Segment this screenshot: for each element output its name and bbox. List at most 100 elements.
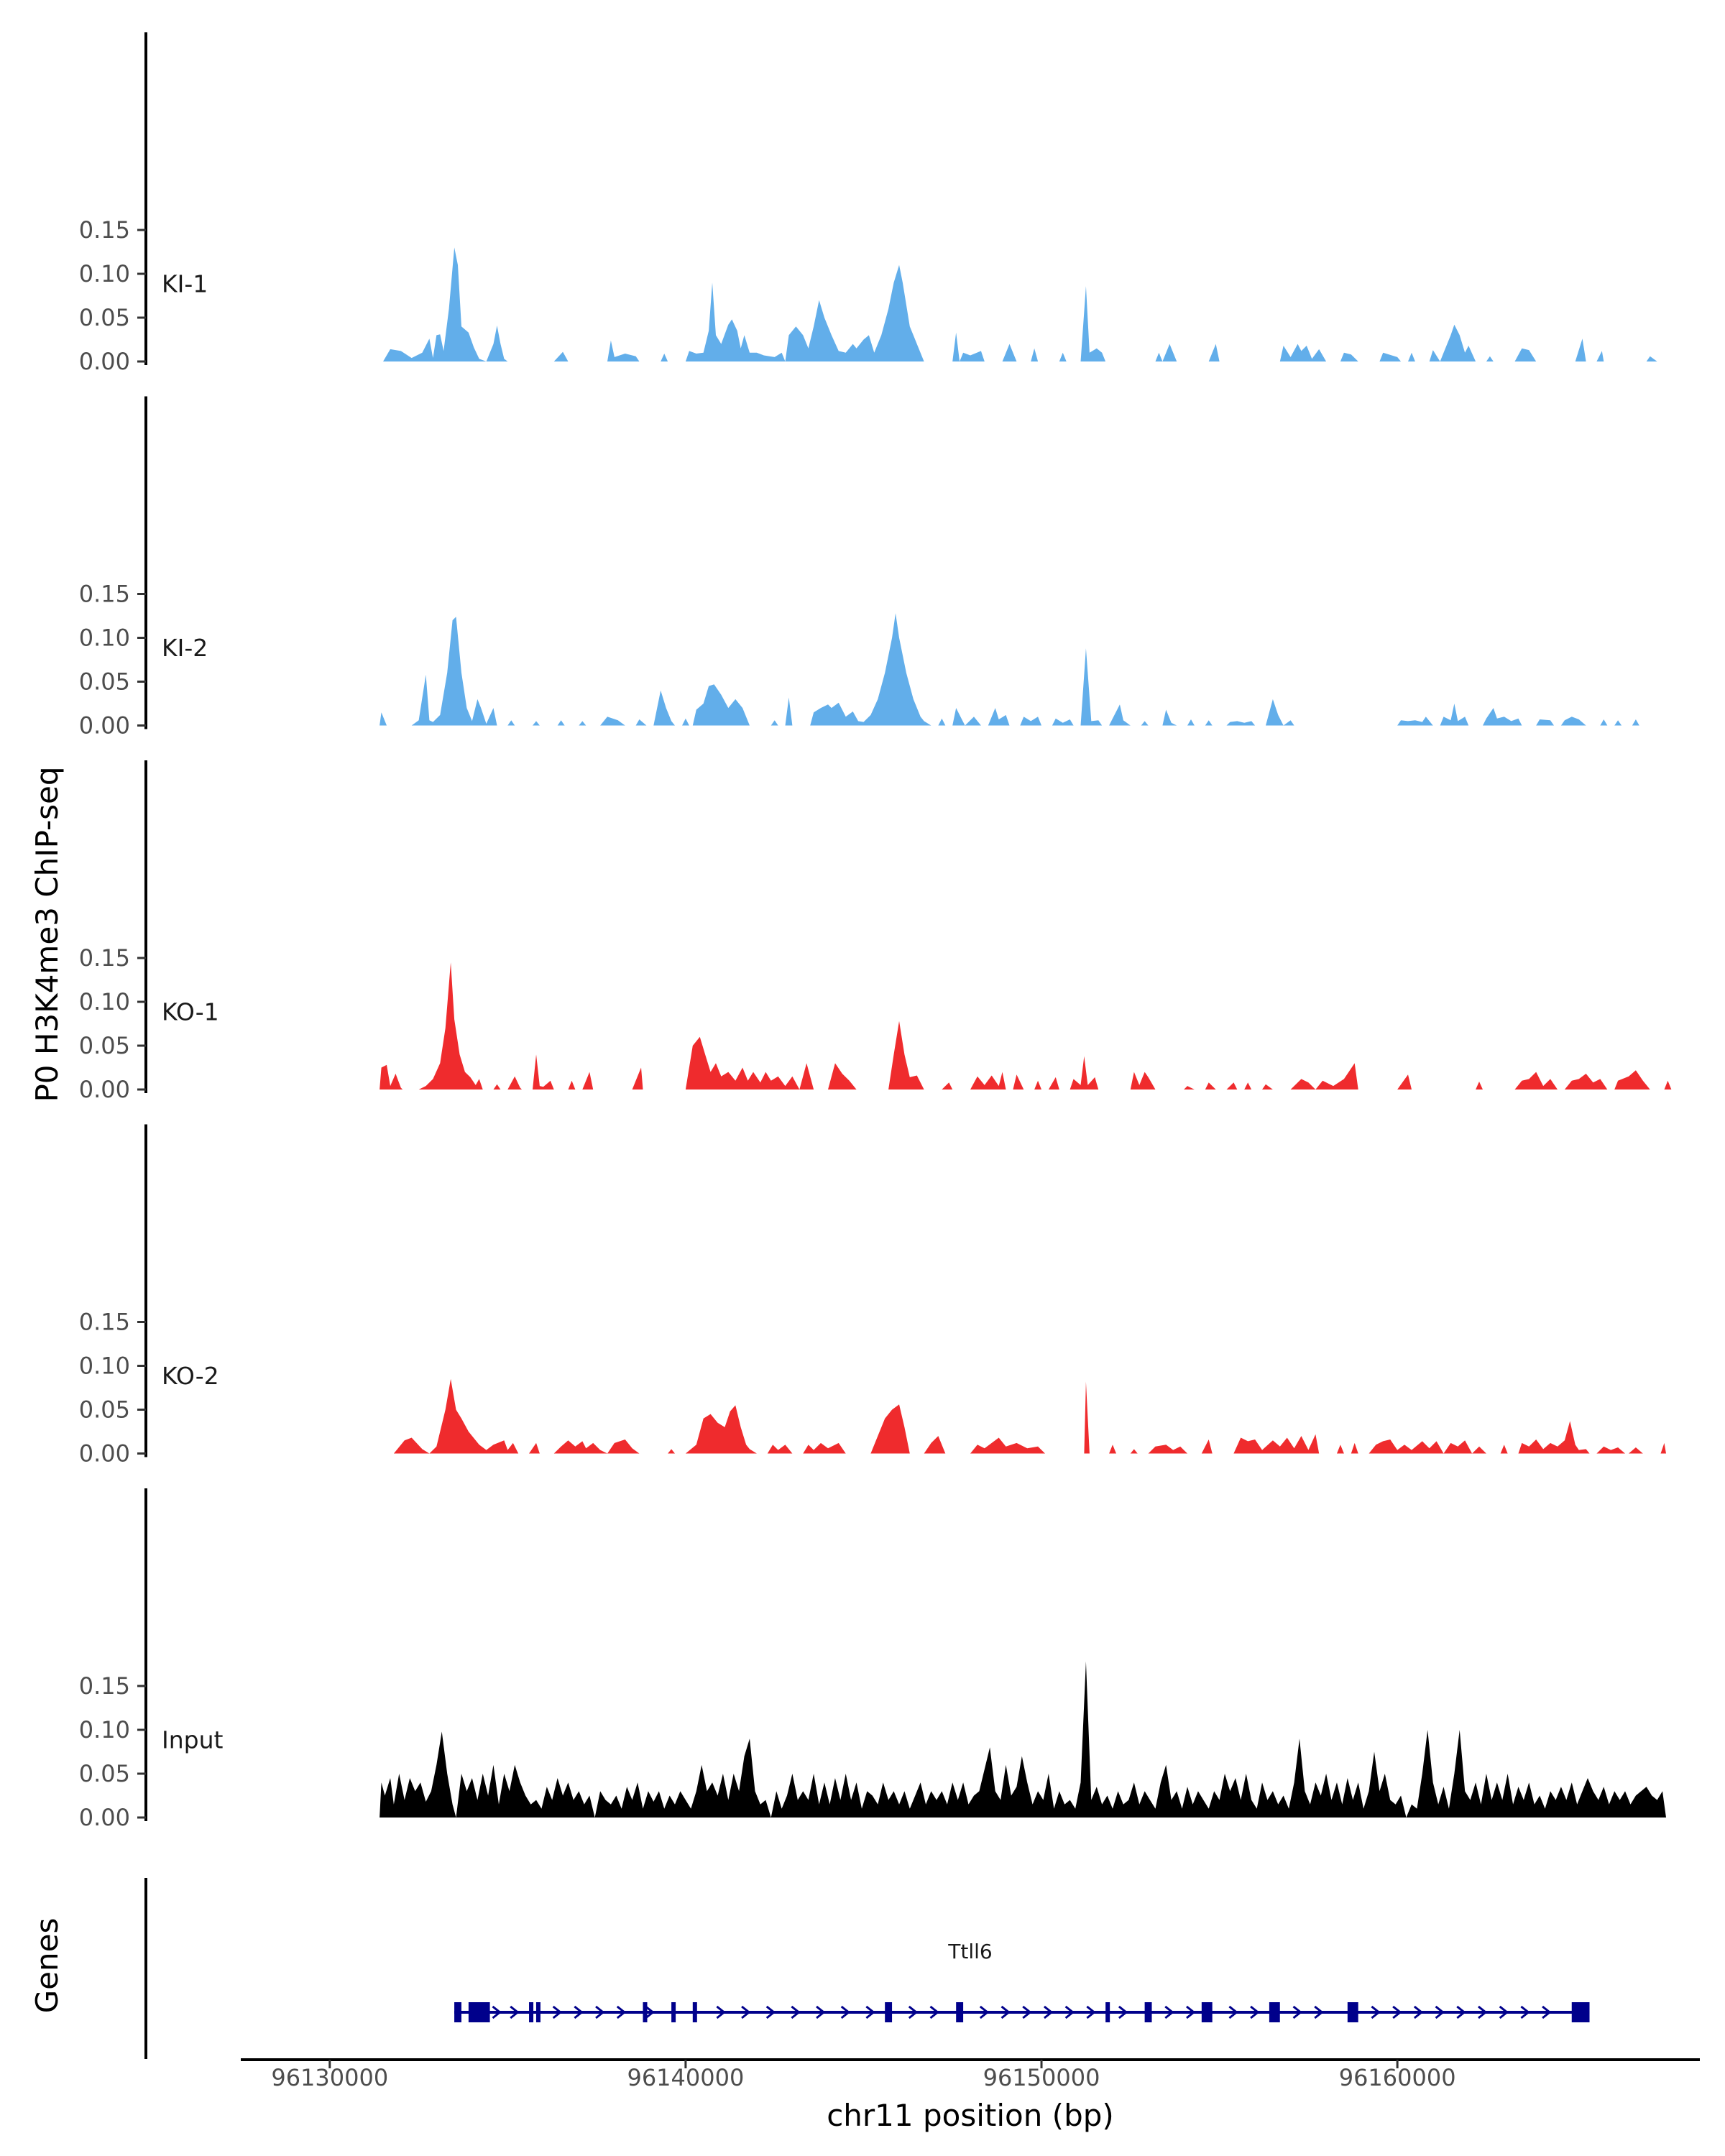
- strand-arrow: [616, 2005, 627, 2019]
- track-input: 0.00 0.05 0.10 0.15 Input: [79, 1488, 1666, 1831]
- y-tick-label: 0.15: [79, 944, 130, 972]
- track-ko-1: 0.00 0.05 0.10 0.15 KO-1: [79, 760, 1672, 1103]
- strand-arrow: [865, 2005, 875, 2019]
- gene-exon: [535, 2002, 540, 2022]
- y-tick-label: 0.05: [79, 304, 130, 331]
- y-tick-label: 0.10: [79, 260, 130, 287]
- y-axis-title: P0 H3K4me3 ChIP-seq: [29, 766, 65, 1102]
- signal-area-ko-1: [380, 962, 1672, 1089]
- y-tick-label: 0.10: [79, 1716, 130, 1743]
- y-tick-label: 0.00: [79, 1076, 130, 1103]
- strand-arrow: [1086, 2005, 1096, 2019]
- strand-arrow: [1520, 2005, 1530, 2019]
- strand-arrow: [1435, 2005, 1445, 2019]
- strand-arrow: [791, 2005, 801, 2019]
- strand-arrow: [1314, 2005, 1324, 2019]
- strand-arrow: [595, 2005, 605, 2019]
- y-tick-label: 0.15: [79, 216, 130, 244]
- gene-exon: [671, 2002, 676, 2022]
- strand-arrow: [929, 2005, 939, 2019]
- strand-arrow: [1250, 2005, 1260, 2019]
- signal-area-input: [380, 1661, 1666, 1818]
- y-tick-label: 0.00: [79, 348, 130, 375]
- gene-exon: [1347, 2002, 1358, 2022]
- genes-panel: Genes Ttll6: [29, 1878, 1590, 2059]
- track-ki-2: 0.00 0.05 0.10 0.15 KI-2: [79, 396, 1639, 740]
- y-tick-label: 0.05: [79, 1032, 130, 1059]
- gene-exon: [529, 2002, 534, 2022]
- strand-arrow: [1000, 2005, 1011, 2019]
- strand-arrow: [979, 2005, 990, 2019]
- strand-arrow: [1542, 2005, 1552, 2019]
- strand-arrow: [1292, 2005, 1302, 2019]
- y-tick-label: 0.00: [79, 1804, 130, 1831]
- strand-arrow: [1392, 2005, 1402, 2019]
- y-tick-label: 0.00: [79, 1440, 130, 1468]
- y-tick-label: 0.10: [79, 1353, 130, 1380]
- y-tick-label: 0.15: [79, 1672, 130, 1700]
- track-label: KO-2: [162, 1362, 219, 1390]
- signal-area-ki-1: [383, 247, 1657, 361]
- strand-arrow: [645, 2005, 655, 2019]
- track-ko-2: 0.00 0.05 0.10 0.15 KO-2: [79, 1124, 1666, 1468]
- strand-arrow: [1164, 2005, 1174, 2019]
- track-ki-1: 0.00 0.05 0.10 0.15 KI-1: [79, 32, 1657, 375]
- strand-arrow: [1499, 2005, 1509, 2019]
- genes-track-label: Genes: [29, 1918, 65, 2014]
- strand-arrow: [1413, 2005, 1424, 2019]
- strand-arrow: [1043, 2005, 1054, 2019]
- gene-exon: [1105, 2002, 1110, 2022]
- strand-arrow: [1456, 2005, 1466, 2019]
- strand-arrow: [510, 2005, 520, 2019]
- strand-arrow: [716, 2005, 726, 2019]
- gene-exon: [885, 2002, 893, 2022]
- gene-name-label: Ttll6: [947, 1940, 992, 1963]
- strand-arrow: [840, 2005, 851, 2019]
- x-tick-label: 96150000: [983, 2064, 1100, 2091]
- y-tick-label: 0.10: [79, 625, 130, 652]
- track-label: Input: [162, 1726, 224, 1754]
- x-tick-label: 96160000: [1339, 2064, 1456, 2091]
- strand-arrow: [574, 2005, 584, 2019]
- y-tick-label: 0.15: [79, 1309, 130, 1336]
- y-tick-label: 0.00: [79, 712, 130, 740]
- track-label: KO-1: [162, 998, 219, 1026]
- y-tick-label: 0.15: [79, 581, 130, 608]
- gene-exon: [1269, 2002, 1280, 2022]
- gene-exon: [454, 2002, 461, 2022]
- strand-arrow: [492, 2005, 502, 2019]
- strand-arrow: [765, 2005, 776, 2019]
- strand-arrow: [1118, 2005, 1128, 2019]
- x-tick-label: 96130000: [271, 2064, 388, 2091]
- strand-arrow: [1478, 2005, 1488, 2019]
- signal-area-ko-2: [393, 1378, 1666, 1454]
- gene-exon: [643, 2002, 648, 2022]
- gene-exon: [468, 2002, 490, 2022]
- gene-exon: [1201, 2002, 1213, 2022]
- strand-arrow: [552, 2005, 563, 2019]
- y-tick-label: 0.05: [79, 668, 130, 696]
- gene-exon: [1144, 2002, 1152, 2022]
- gene-exon: [692, 2002, 697, 2022]
- signal-area-ki-2: [380, 613, 1639, 726]
- strand-arrow: [1022, 2005, 1032, 2019]
- strand-arrow: [1228, 2005, 1238, 2019]
- y-tick-label: 0.10: [79, 988, 130, 1015]
- strand-arrow: [1064, 2005, 1075, 2019]
- gene-model: [454, 2002, 1590, 2022]
- y-tick-label: 0.05: [79, 1760, 130, 1787]
- track-label: KI-2: [162, 634, 208, 662]
- x-axis-title: chr11 position (bp): [827, 2098, 1114, 2133]
- strand-arrow: [1371, 2005, 1381, 2019]
- track-label: KI-1: [162, 270, 208, 298]
- x-axis: chr11 position (bp) 96130000 96140000 9615…: [241, 2058, 1700, 2133]
- strand-arrow: [1186, 2005, 1196, 2019]
- gene-exon: [1571, 2002, 1590, 2022]
- y-tick-label: 0.05: [79, 1396, 130, 1424]
- x-tick-label: 96140000: [627, 2064, 744, 2091]
- gene-exon: [956, 2002, 964, 2022]
- strand-arrow: [816, 2005, 826, 2019]
- strand-arrow: [741, 2005, 751, 2019]
- strand-arrow: [908, 2005, 919, 2019]
